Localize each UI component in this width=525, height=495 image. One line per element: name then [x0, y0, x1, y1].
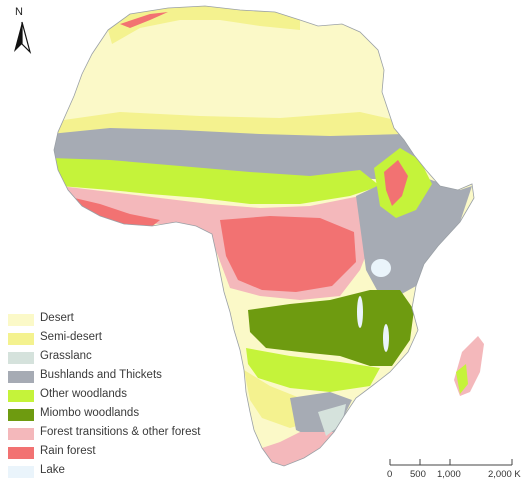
- legend-item-miombo: Miombo woodlands: [8, 406, 243, 425]
- region-southeast-forest: [262, 432, 334, 466]
- legend-swatch: [8, 333, 34, 345]
- north-arrow-icon: [14, 21, 32, 55]
- region-miombo-woodlands: [248, 290, 414, 366]
- lake-malawi: [383, 324, 389, 352]
- legend: Desert Semi-desert Grasslanc Bushlands a…: [8, 311, 243, 482]
- scale-label-1000: 1,000: [437, 469, 461, 480]
- legend-label: Other woodlands: [40, 388, 127, 400]
- legend-swatch: [8, 466, 34, 478]
- legend-swatch: [8, 371, 34, 383]
- legend-swatch: [8, 447, 34, 459]
- north-letter: N: [15, 6, 23, 18]
- legend-item-lake: Lake: [8, 463, 243, 482]
- scale-label-2000: 2,000 K: [488, 469, 521, 480]
- lake-tanganyika: [357, 296, 363, 328]
- madagascar-forest: [454, 336, 484, 396]
- scale-label-500: 500: [410, 469, 426, 480]
- legend-swatch: [8, 314, 34, 326]
- region-west-rain-forest: [66, 196, 160, 228]
- scale-label-0: 0: [387, 469, 393, 480]
- lake-victoria: [371, 259, 391, 277]
- legend-item-bushlands: Bushlands and Thickets: [8, 368, 243, 387]
- region-north-forest: [120, 12, 168, 28]
- region-south-woodlands: [246, 348, 380, 392]
- madagascar-woodlands: [456, 364, 468, 394]
- legend-item-desert: Desert: [8, 311, 243, 330]
- legend-label: Grasslanc: [40, 350, 92, 362]
- legend-label: Miombo woodlands: [40, 407, 140, 419]
- legend-swatch: [8, 428, 34, 440]
- region-ethiopia-rain-forest: [384, 160, 408, 206]
- legend-label: Lake: [40, 464, 65, 476]
- legend-swatch: [8, 409, 34, 421]
- scale-bar-line: [389, 459, 513, 466]
- legend-label: Bushlands and Thickets: [40, 369, 162, 381]
- north-arrow: N: [10, 6, 34, 58]
- scale-bar: 0 500 1,000 2,000 K: [384, 455, 521, 489]
- legend-swatch: [8, 390, 34, 402]
- legend-swatch: [8, 352, 34, 364]
- region-congo-rain-forest: [220, 216, 356, 292]
- region-south-grassland: [318, 404, 346, 436]
- legend-label: Desert: [40, 312, 74, 324]
- legend-item-rain-forest: Rain forest: [8, 444, 243, 463]
- legend-label: Rain forest: [40, 445, 96, 457]
- legend-item-other-woodlands: Other woodlands: [8, 387, 243, 406]
- region-woodlands-belt: [54, 158, 380, 204]
- legend-label: Forest transitions & other forest: [40, 426, 201, 438]
- legend-item-semi-desert: Semi-desert: [8, 330, 243, 349]
- legend-item-forest-transitions: Forest transitions & other forest: [8, 425, 243, 444]
- legend-label: Semi-desert: [40, 331, 102, 343]
- legend-item-grassland: Grasslanc: [8, 349, 243, 368]
